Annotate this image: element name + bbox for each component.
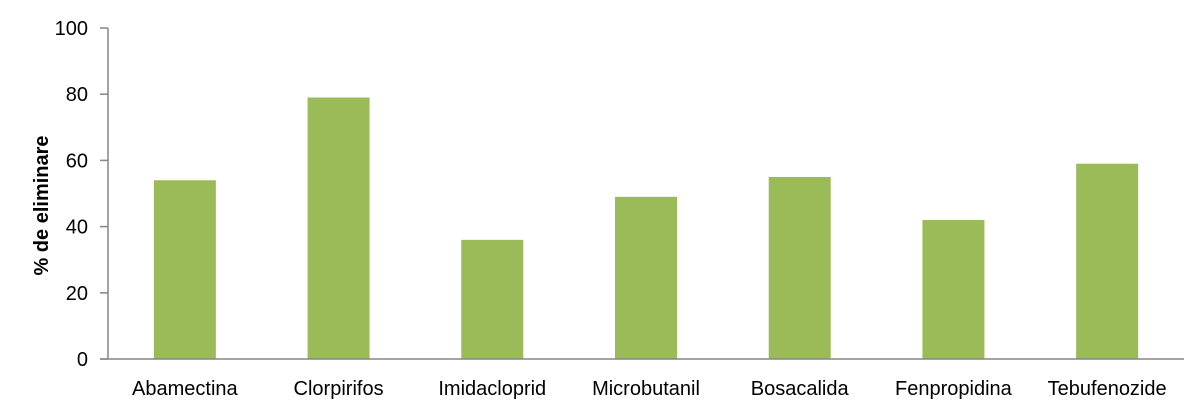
bar	[615, 196, 677, 359]
y-tick-label: 60	[66, 150, 88, 172]
x-category-label: Tebufenozide	[1048, 378, 1167, 400]
y-tick-label: 80	[66, 84, 88, 106]
x-category-label: Clorpirifos	[294, 378, 384, 400]
y-tick-label: 20	[66, 283, 88, 305]
bar	[922, 219, 985, 359]
x-category-label: Abamectina	[132, 378, 238, 400]
y-tick-label: 0	[77, 349, 88, 371]
bar	[153, 180, 216, 359]
x-category-label: Bosacalida	[751, 378, 850, 400]
x-axis-labels: Abamectina Clorpirifos Imidacloprid Microbu…	[132, 378, 1167, 400]
x-category-label: Microbutanil	[592, 378, 700, 400]
y-axis-title: % de eliminare	[31, 135, 53, 275]
bar	[768, 176, 831, 359]
y-axis-ticks: 0 20 40 60 80 100	[55, 18, 108, 371]
y-tick-label: 40	[66, 217, 88, 239]
bars	[153, 97, 1139, 359]
y-tick-label: 100	[55, 18, 88, 40]
x-category-label: Imidacloprid	[438, 378, 546, 400]
bar	[1076, 163, 1139, 359]
bar	[307, 97, 370, 359]
x-category-label: Fenpropidina	[895, 378, 1013, 400]
bar	[461, 239, 524, 359]
